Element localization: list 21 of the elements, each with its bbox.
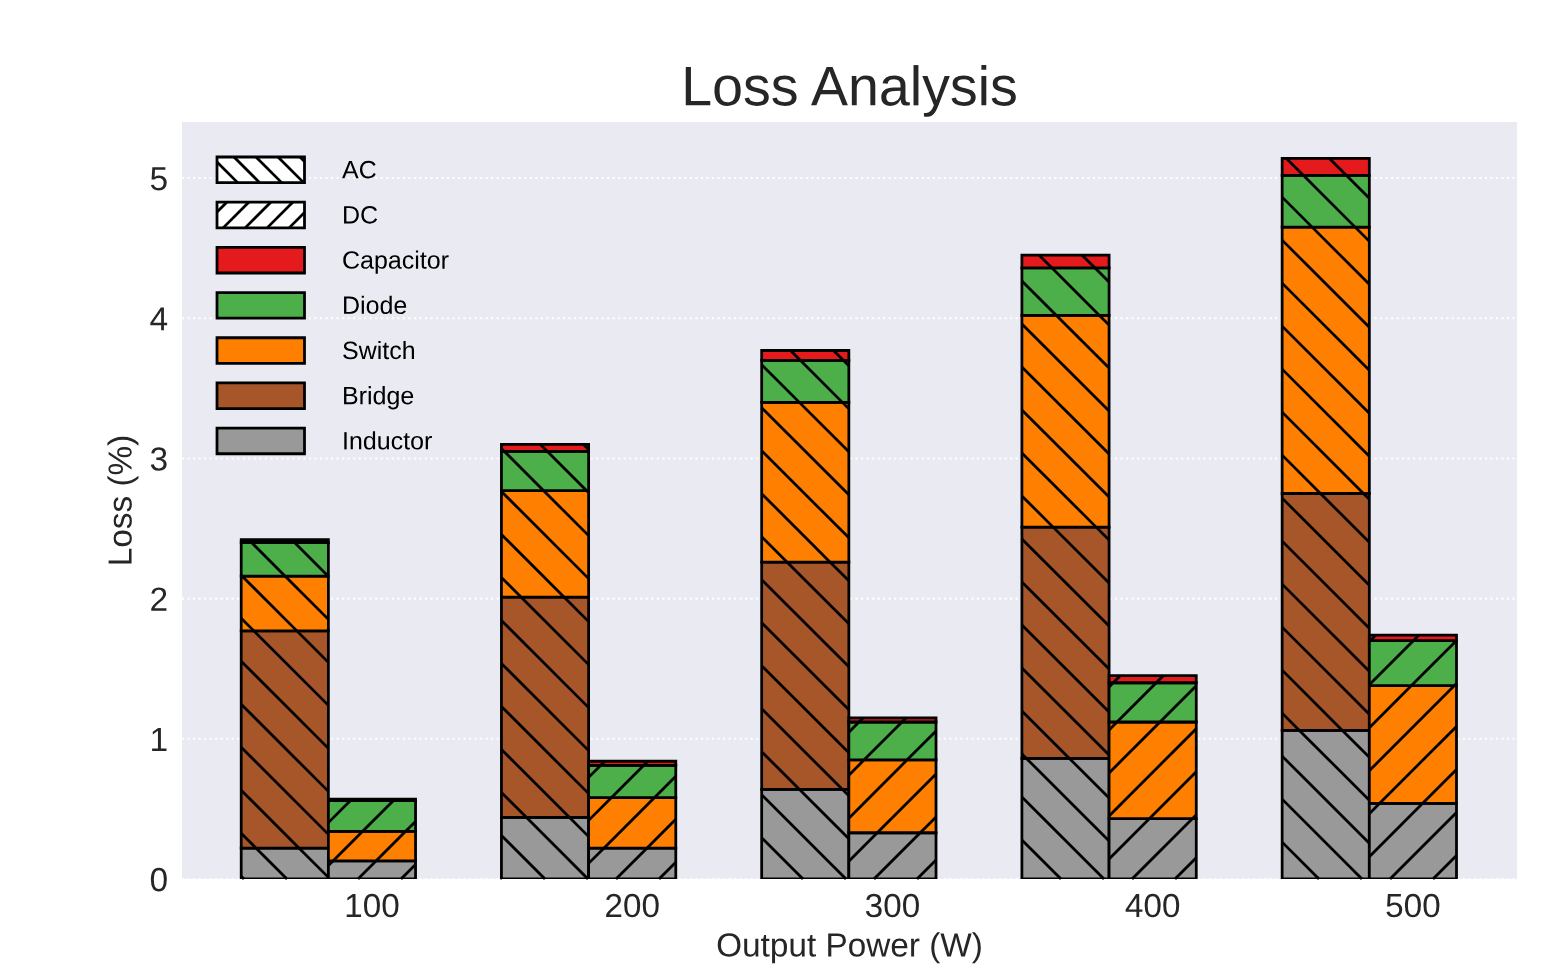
y-tick-label: 1 [152,727,167,751]
x-tick-label: 200 [606,893,659,918]
y-tick-label: 3 [150,447,167,471]
y-tick-label: 0 [150,867,167,892]
x-tick-label: 500 [1386,893,1440,918]
x-axis-title: Output Power (W) [717,932,981,964]
legend-label: Inductor [344,431,432,450]
y-tick-label: 4 [150,307,168,331]
chart-title: Loss Analysis [685,65,1016,117]
y-tick-label: 2 [151,587,167,611]
y-tick-label: 5 [150,167,167,191]
x-tick-label: 100 [346,893,399,918]
x-tick-label: 300 [865,893,919,918]
legend-label: Bridge [344,386,414,410]
legend-label: AC [342,160,376,179]
legend-label: Capacitor [343,250,449,274]
legend-label: Switch [343,340,415,360]
legend-label: DC [344,205,378,224]
y-axis-title: Loss (%) [107,436,139,564]
x-tick-label: 400 [1125,893,1180,918]
legend-label: Diode [344,295,407,315]
